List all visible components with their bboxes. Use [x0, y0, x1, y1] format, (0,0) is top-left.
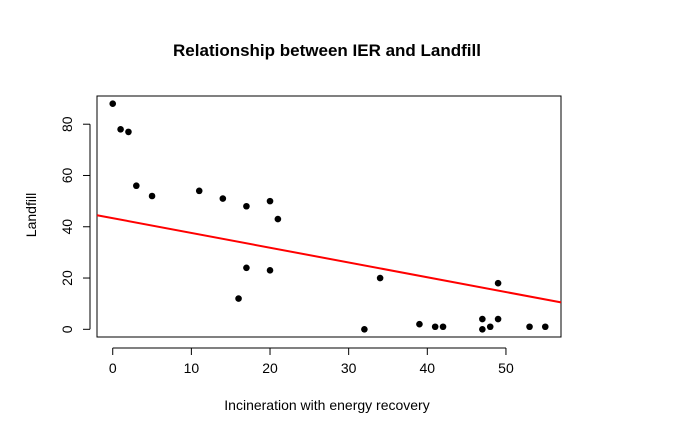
data-point [148, 192, 156, 200]
x-tick-label: 30 [341, 360, 357, 376]
data-point [376, 274, 384, 282]
x-tick-label: 40 [420, 360, 436, 376]
data-point [266, 197, 274, 205]
data-point [541, 323, 549, 331]
data-point [133, 182, 140, 190]
data-point [235, 295, 242, 302]
data-point [117, 126, 124, 133]
plot-area [96, 95, 562, 338]
data-point [243, 202, 250, 210]
data-point [125, 128, 132, 136]
data-point [494, 279, 502, 287]
data-point [479, 326, 486, 333]
data-point [266, 267, 274, 274]
data-point [486, 323, 494, 331]
x-tick-label: 0 [109, 360, 117, 376]
data-point [439, 323, 447, 331]
y-tick-label: 0 [59, 325, 75, 333]
y-axis-label: Landfill [23, 193, 39, 237]
data-point [526, 323, 533, 331]
plot-box [96, 95, 562, 338]
data-point [274, 215, 282, 223]
x-tick-label: 50 [498, 360, 514, 376]
data-point [479, 315, 486, 323]
y-axis: 0 20 40 60 80 [59, 116, 91, 333]
data-points [109, 100, 549, 333]
data-point [361, 326, 368, 333]
data-point [243, 264, 250, 272]
regression-line-layer [96, 214, 562, 304]
y-tick-label: 60 [59, 167, 75, 183]
y-tick-label: 40 [59, 219, 75, 235]
data-point [416, 320, 423, 328]
y-tick-label: 80 [59, 116, 75, 132]
data-point [195, 187, 203, 195]
data-point [494, 315, 502, 323]
x-tick-label: 10 [184, 360, 200, 376]
x-axis: 0 10 20 30 40 50 [109, 347, 514, 376]
data-point [219, 195, 227, 202]
regression-line [96, 214, 562, 304]
chart-title: Relationship between IER and Landfill [173, 41, 481, 60]
data-point [109, 100, 117, 107]
x-tick-label: 20 [262, 360, 278, 376]
x-axis-label: Incineration with energy recovery [224, 397, 429, 413]
y-tick-label: 20 [59, 270, 75, 286]
data-point [431, 323, 439, 331]
